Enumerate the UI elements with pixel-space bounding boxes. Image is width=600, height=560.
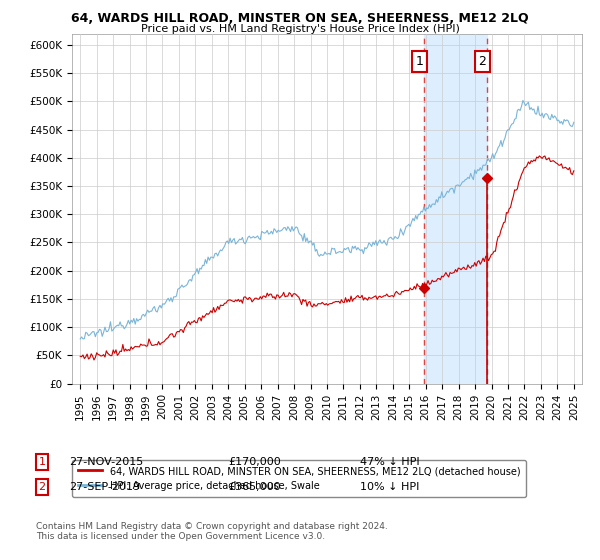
Text: 1: 1: [416, 55, 424, 68]
Text: £365,000: £365,000: [228, 482, 281, 492]
Text: 27-NOV-2015: 27-NOV-2015: [69, 457, 143, 467]
Text: 2: 2: [479, 55, 487, 68]
Text: 64, WARDS HILL ROAD, MINSTER ON SEA, SHEERNESS, ME12 2LQ: 64, WARDS HILL ROAD, MINSTER ON SEA, SHE…: [71, 12, 529, 25]
Text: 27-SEP-2019: 27-SEP-2019: [69, 482, 140, 492]
Bar: [424, 34, 487, 384]
Legend: 64, WARDS HILL ROAD, MINSTER ON SEA, SHEERNESS, ME12 2LQ (detached house), HPI: : 64, WARDS HILL ROAD, MINSTER ON SEA, SHE…: [72, 460, 526, 497]
Text: 2: 2: [38, 482, 46, 492]
Text: 10% ↓ HPI: 10% ↓ HPI: [360, 482, 419, 492]
Text: Price paid vs. HM Land Registry's House Price Index (HPI): Price paid vs. HM Land Registry's House …: [140, 24, 460, 34]
Text: Contains HM Land Registry data © Crown copyright and database right 2024.
This d: Contains HM Land Registry data © Crown c…: [36, 522, 388, 542]
Text: £170,000: £170,000: [228, 457, 281, 467]
Text: 47% ↓ HPI: 47% ↓ HPI: [360, 457, 419, 467]
Text: 1: 1: [38, 457, 46, 467]
